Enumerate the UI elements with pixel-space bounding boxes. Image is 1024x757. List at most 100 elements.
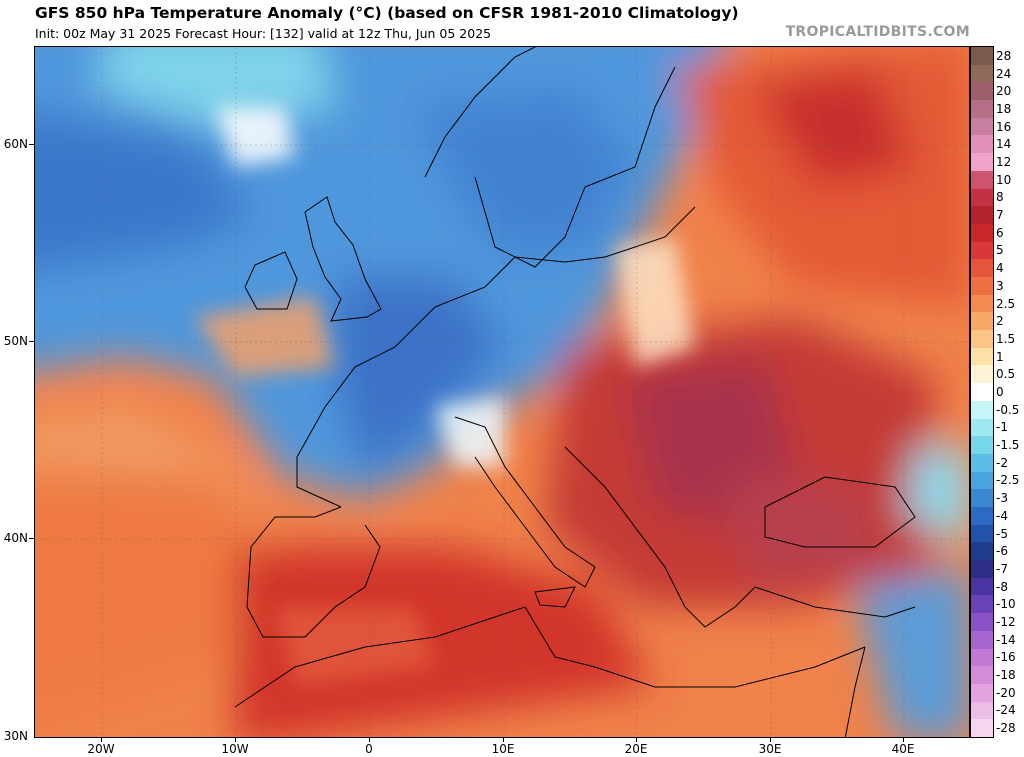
colorbar-label: -3 [996, 491, 1008, 506]
colorbar-swatch [971, 701, 993, 720]
colorbar-label: 2.5 [996, 296, 1016, 311]
colorbar-label: -18 [996, 668, 1016, 683]
colorbar-label: 1 [996, 349, 1004, 364]
colorbar-swatch [971, 206, 993, 225]
colorbar-swatch [971, 312, 993, 331]
colorbar-swatch [971, 560, 993, 579]
lat-label-50n: 50N [3, 334, 28, 348]
colorbar-swatch [971, 630, 993, 650]
colorbar-swatch [971, 453, 993, 473]
lon-label-30e: 30E [758, 742, 782, 756]
lon-tick [369, 738, 370, 742]
colorbar-label: -16 [996, 650, 1016, 665]
colorbar-label: -1 [996, 420, 1008, 435]
colorbar-swatch [971, 259, 993, 278]
colorbar-swatch [971, 648, 993, 667]
lon-tick [101, 738, 102, 742]
lon-label-20e: 20E [624, 742, 648, 756]
anomaly-field [35, 47, 969, 737]
colorbar-label: 1.5 [996, 331, 1016, 346]
colorbar-label: 14 [996, 137, 1012, 152]
colorbar-label: 24 [996, 66, 1012, 81]
colorbar-label: 12 [996, 155, 1012, 169]
colorbar-label: -2.5 [996, 473, 1020, 488]
lat-label-60n: 60N [3, 137, 28, 151]
colorbar-label: -4 [996, 508, 1008, 523]
colorbar-label: 16 [996, 119, 1012, 134]
colorbar-swatch [971, 188, 993, 207]
colorbar-swatch [971, 507, 993, 526]
colorbar-label: -8 [996, 579, 1008, 594]
site-watermark: TROPICALTIDBITS.COM [785, 24, 970, 40]
colorbar-label: -1.5 [996, 438, 1020, 453]
lat-label-40n: 40N [3, 531, 28, 545]
colorbar-label: 3 [996, 278, 1004, 293]
colorbar-swatch [971, 47, 993, 66]
colorbar-swatch [971, 683, 993, 703]
colorbar-swatch [971, 383, 993, 402]
colorbar-swatch [971, 241, 993, 260]
colorbar-label: 18 [996, 101, 1012, 116]
colorbar-label: 5 [996, 243, 1004, 258]
lat-tick [29, 341, 34, 342]
colorbar-swatch [971, 347, 993, 366]
coastlines [234, 47, 916, 737]
anomaly-map [34, 46, 970, 738]
colorbar-swatch [971, 613, 993, 632]
lon-label-10w: 10W [221, 742, 249, 756]
colorbar-swatch [971, 577, 993, 596]
colorbar-label: 28 [996, 48, 1012, 63]
colorbar-label: -14 [996, 632, 1016, 647]
colorbar-swatch [971, 277, 993, 296]
colorbar-swatch [971, 135, 993, 154]
colorbar-label: -6 [996, 544, 1008, 559]
colorbar-swatch [971, 666, 993, 685]
lon-tick [235, 738, 236, 742]
colorbar-swatch [971, 100, 993, 119]
lon-tick [503, 738, 504, 742]
colorbar-label: -5 [996, 526, 1008, 541]
colorbar-label: -7 [996, 561, 1008, 576]
colorbar-swatch [971, 524, 993, 543]
colorbar-swatch [971, 294, 993, 313]
colorbar-label: 0.5 [996, 367, 1016, 382]
colorbar-label: -20 [996, 685, 1016, 700]
graticule [35, 47, 969, 737]
colorbar-swatch [971, 82, 993, 101]
colorbar-label: -24 [996, 703, 1016, 718]
colorbar-label: -0.5 [996, 402, 1020, 417]
colorbar-swatch [971, 170, 993, 190]
lon-label-10e: 10E [491, 742, 515, 756]
colorbar-swatch [971, 489, 993, 508]
lat-tick [29, 538, 34, 539]
colorbar-swatch [971, 223, 993, 243]
colorbar-label: -2 [996, 455, 1008, 470]
colorbar-swatch [971, 418, 993, 437]
lon-label-0: 0 [365, 742, 373, 756]
colorbar-label: 7 [996, 208, 1004, 223]
lat-tick [29, 144, 34, 145]
colorbar [970, 46, 994, 738]
colorbar-swatch [971, 436, 993, 455]
colorbar-swatch [971, 719, 993, 738]
lat-label-30n: 30N [3, 729, 28, 743]
colorbar-label: 0 [996, 385, 1004, 399]
colorbar-swatch [971, 153, 993, 172]
lon-label-40e: 40E [891, 742, 915, 756]
colorbar-label: -10 [996, 597, 1016, 612]
colorbar-label: 2 [996, 314, 1004, 329]
lon-tick [770, 738, 771, 742]
colorbar-swatch [971, 330, 993, 349]
lon-tick [636, 738, 637, 742]
colorbar-label: -12 [996, 615, 1016, 629]
colorbar-swatch [971, 400, 993, 420]
map-title: GFS 850 hPa Temperature Anomaly (°C) (ba… [35, 4, 739, 22]
colorbar-swatch [971, 64, 993, 83]
lon-tick [903, 738, 904, 742]
colorbar-label: 4 [996, 261, 1004, 276]
colorbar-label: 8 [996, 190, 1004, 205]
colorbar-swatch [971, 542, 993, 561]
colorbar-label: 6 [996, 225, 1004, 240]
forecast-info: Init: 00z May 31 2025 Forecast Hour: [13… [35, 26, 492, 41]
lon-label-20w: 20W [87, 742, 115, 756]
